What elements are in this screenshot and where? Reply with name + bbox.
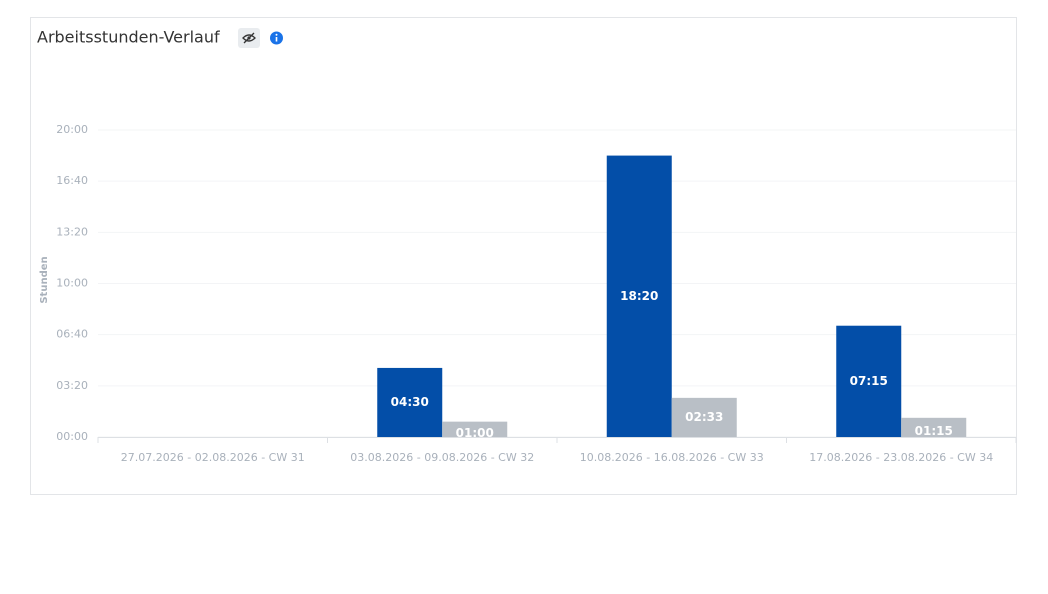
- chart-title: Arbeitsstunden-Verlauf: [37, 28, 220, 47]
- info-icon[interactable]: [270, 31, 283, 45]
- value-label: 04:30: [391, 395, 429, 409]
- y-tick-label: 10:00: [56, 277, 88, 290]
- bar: [901, 417, 967, 437]
- y-tick-label: 16:40: [56, 174, 88, 187]
- bar: [836, 325, 902, 437]
- value-label: 18:20: [620, 289, 658, 303]
- x-tick-label: 03.08.2026 - 09.08.2026 - CW 32: [350, 451, 534, 464]
- y-tick-label: 03:20: [56, 379, 88, 392]
- bar: [442, 421, 508, 437]
- value-label: 01:00: [456, 426, 494, 440]
- y-tick-label: 00:00: [56, 430, 88, 443]
- y-tick-label: 13:20: [56, 225, 88, 238]
- y-tick-label: 06:40: [56, 328, 88, 341]
- x-tick-label: 27.07.2026 - 02.08.2026 - CW 31: [121, 451, 305, 464]
- bar: [606, 155, 672, 437]
- visibility-toggle[interactable]: [238, 28, 260, 48]
- y-tick-label: 20:00: [56, 123, 88, 136]
- x-tick-label: 17.08.2026 - 23.08.2026 - CW 34: [809, 451, 993, 464]
- value-label: 07:15: [850, 374, 888, 388]
- y-axis-label: Stunden: [39, 256, 50, 303]
- bar: [671, 397, 737, 437]
- value-label: 01:15: [915, 424, 953, 438]
- value-label: 02:33: [685, 410, 723, 424]
- x-tick-label: 10.08.2026 - 16.08.2026 - CW 33: [580, 451, 764, 464]
- bar: [377, 367, 443, 437]
